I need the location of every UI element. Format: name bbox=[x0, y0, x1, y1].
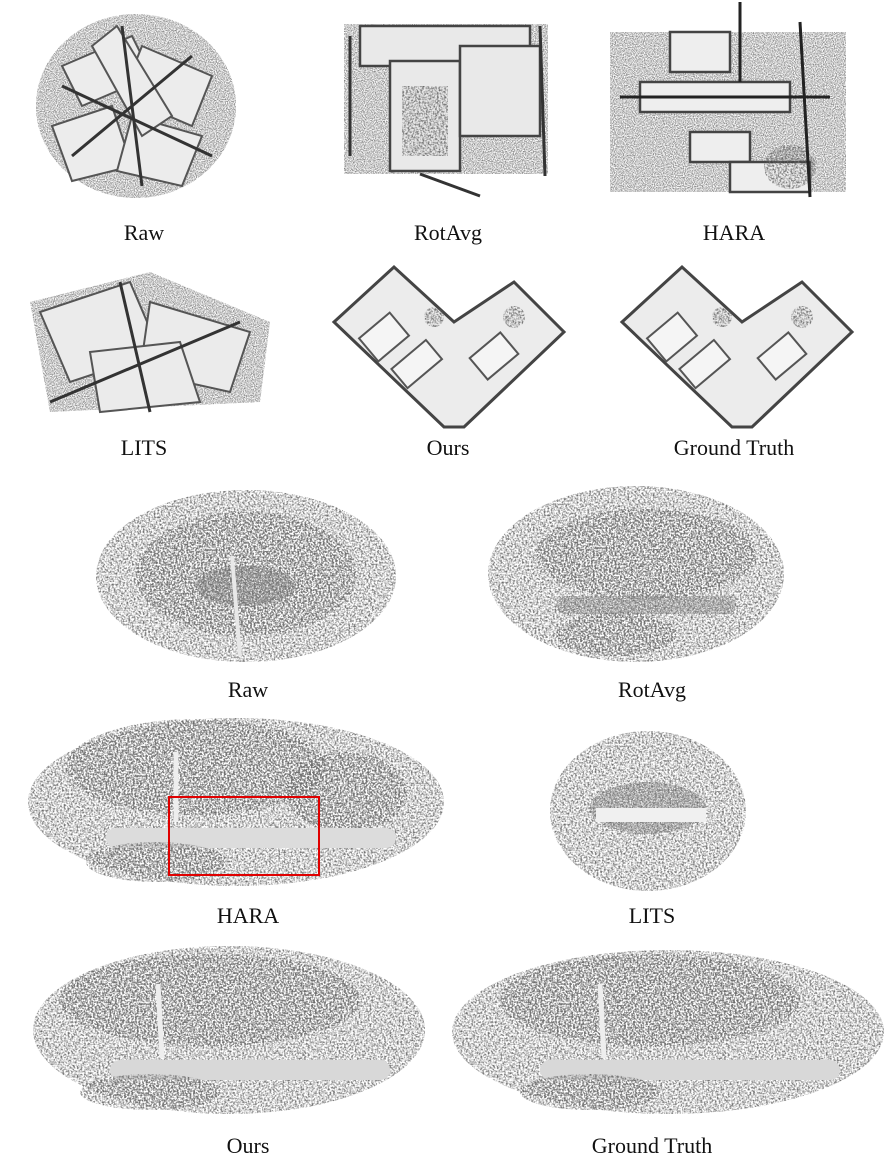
outdoor-ground-truth-render bbox=[450, 940, 886, 1116]
highlight-box bbox=[168, 796, 320, 876]
indoor-ours-render bbox=[324, 262, 568, 432]
outdoor-rotavg-render bbox=[486, 484, 786, 666]
outdoor-raw-render bbox=[96, 486, 402, 666]
caption-outdoor-ours: Ours bbox=[226, 1133, 270, 1158]
caption-outdoor-hara: HARA bbox=[216, 903, 280, 928]
caption-indoor-lits: LITS bbox=[120, 435, 168, 460]
outdoor-hara-render bbox=[26, 712, 446, 888]
indoor-hara-render bbox=[600, 2, 856, 206]
caption-indoor-hara: HARA bbox=[702, 220, 766, 245]
caption-indoor-ground-truth: Ground Truth bbox=[673, 435, 795, 460]
indoor-ground-truth-render bbox=[612, 262, 856, 432]
caption-indoor-ours: Ours bbox=[426, 435, 470, 460]
caption-indoor-raw: Raw bbox=[123, 220, 165, 245]
indoor-lits-render bbox=[10, 262, 282, 420]
caption-outdoor-lits: LITS bbox=[628, 903, 676, 928]
outdoor-ours-render bbox=[30, 940, 428, 1116]
caption-outdoor-rotavg: RotAvg bbox=[617, 677, 687, 702]
caption-outdoor-ground-truth: Ground Truth bbox=[591, 1133, 713, 1158]
caption-indoor-rotavg: RotAvg bbox=[413, 220, 483, 245]
indoor-raw-render bbox=[22, 6, 250, 208]
caption-outdoor-raw: Raw bbox=[227, 677, 269, 702]
outdoor-lits-render bbox=[548, 726, 748, 896]
indoor-rotavg-render bbox=[330, 6, 562, 202]
